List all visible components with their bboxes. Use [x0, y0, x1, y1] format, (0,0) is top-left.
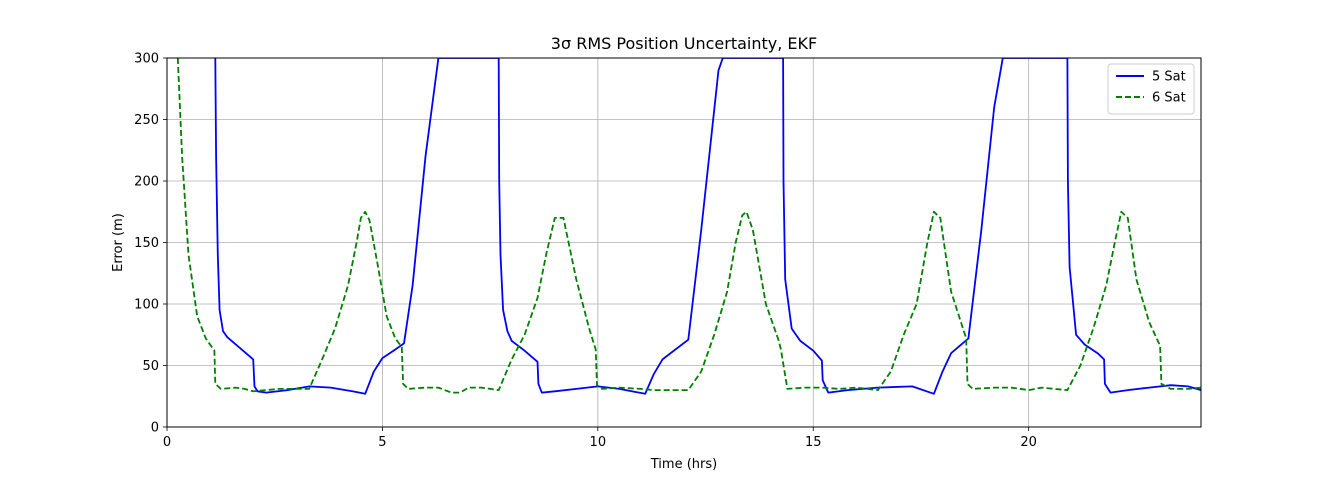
- series-line-6-sat: [176, 58, 1201, 394]
- legend-label-6-sat: 6 Sat: [1152, 91, 1186, 106]
- x-tick-label: 0: [163, 435, 171, 450]
- x-tick-label: 15: [805, 435, 822, 450]
- series-layer: [176, 58, 1201, 395]
- y-tick-label: 0: [151, 421, 159, 436]
- y-tick-label: 50: [142, 359, 159, 374]
- legend-label-5-sat: 5 Sat: [1152, 70, 1186, 85]
- chart-title: 3σ RMS Position Uncertainty, EKF: [551, 34, 817, 53]
- y-tick-label: 200: [134, 175, 159, 190]
- legend: 5 Sat 6 Sat: [1107, 63, 1195, 115]
- x-tick-label: 10: [590, 435, 607, 450]
- series-line-5-sat: [214, 58, 1201, 395]
- y-tick-label: 300: [134, 52, 159, 67]
- y-tick-label: 250: [134, 113, 159, 128]
- y-tick-label: 150: [134, 236, 159, 251]
- x-tick-label: 20: [1020, 435, 1037, 450]
- y-axis-label: Error (m): [111, 213, 126, 272]
- x-tick-label: 5: [378, 435, 386, 450]
- x-axis-label: Time (hrs): [650, 457, 717, 472]
- grid-lines: [166, 57, 1201, 428]
- y-tick-label: 100: [134, 298, 159, 313]
